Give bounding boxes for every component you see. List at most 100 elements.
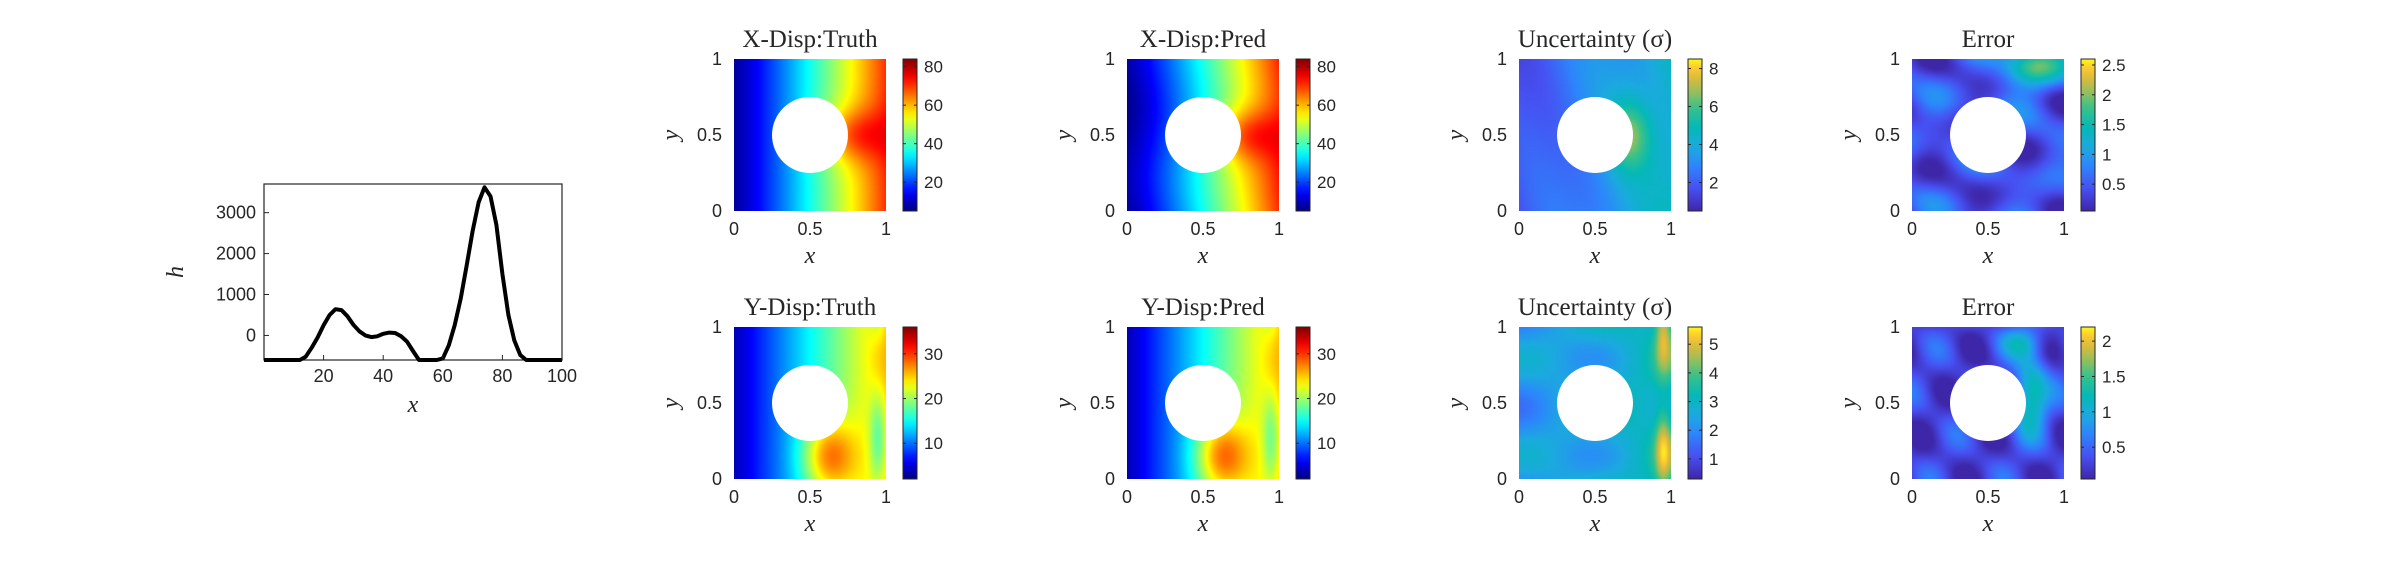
x-tick-label: 0 xyxy=(1907,487,1917,507)
heatmap-xdisp-error xyxy=(1912,59,2064,211)
colorbar-tick-label: 60 xyxy=(1317,96,1336,115)
y-tick-label: 1 xyxy=(1105,49,1115,69)
x-tick-label: 0.5 xyxy=(797,487,822,507)
y-axis-label: h xyxy=(163,266,189,278)
x-tick-label: 1 xyxy=(881,487,891,507)
x-tick-label: 40 xyxy=(373,366,393,386)
field-panel-ydisp-error: Error 0 0.5 1 0 0.5 1 x y 0.5 1 1.5 2 xyxy=(1836,294,2126,537)
x-tick-label: 1 xyxy=(1666,487,1676,507)
y-tick-label: 0 xyxy=(246,325,256,345)
y-tick-label: 0.5 xyxy=(1090,393,1115,413)
y-tick-label: 1 xyxy=(1890,49,1900,69)
y-axis-label: y xyxy=(1051,397,1077,410)
colorbar-xdisp-uncertainty xyxy=(1687,58,1703,212)
panel-title: X-Disp:Pred xyxy=(1140,26,1267,53)
x-tick-label: 0 xyxy=(729,487,739,507)
y-axis-label: y xyxy=(1836,397,1862,410)
x-axis-label: x xyxy=(1589,511,1601,537)
x-tick-label: 0.5 xyxy=(1190,487,1215,507)
y-tick-label: 0 xyxy=(1105,469,1115,489)
y-tick-label: 1 xyxy=(712,49,722,69)
heatmap-xdisp-pred xyxy=(1127,59,1279,211)
colorbar-tick-label: 5 xyxy=(1709,335,1718,354)
colorbar-tick-label: 4 xyxy=(1709,364,1718,383)
y-tick-label: 1 xyxy=(1497,317,1507,337)
y-tick-label: 0 xyxy=(712,201,722,221)
colorbar-tick-label: 4 xyxy=(1709,136,1718,155)
x-tick-label: 0 xyxy=(1122,219,1132,239)
colorbar-tick-label: 30 xyxy=(924,345,943,364)
colorbar-tick-label: 1 xyxy=(2102,145,2111,164)
colorbar-tick-label: 30 xyxy=(1317,345,1336,364)
field-panel-xdisp-error: Error 0 0.5 1 0 0.5 1 x y 0.5 1 1.5 2 2.5 xyxy=(1836,26,2126,269)
y-tick-label: 0.5 xyxy=(1090,125,1115,145)
panel-title: Uncertainty (σ) xyxy=(1518,26,1672,53)
colorbar-tick-label: 2 xyxy=(1709,421,1718,440)
colorbar-tick-label: 80 xyxy=(1317,58,1336,77)
panel-title: Error xyxy=(1962,26,2015,53)
x-axis-label: x xyxy=(1589,243,1601,269)
colorbar-tick-label: 2 xyxy=(2102,332,2111,351)
x-tick-label: 80 xyxy=(492,366,512,386)
colorbar-ydisp-pred xyxy=(1295,326,1311,480)
colorbar-tick-label: 1.5 xyxy=(2102,116,2126,135)
colorbar-tick-label: 1 xyxy=(2102,403,2111,422)
colorbar-ydisp-error xyxy=(2080,326,2096,480)
x-tick-label: 1 xyxy=(1666,219,1676,239)
heatmap-ydisp-uncertainty xyxy=(1519,327,1671,479)
x-tick-label: 0.5 xyxy=(1975,487,2000,507)
y-tick-label: 0.5 xyxy=(697,125,722,145)
colorbar-ydisp-truth xyxy=(902,326,918,480)
x-tick-label: 1 xyxy=(2059,487,2069,507)
colorbar-tick-label: 20 xyxy=(1317,390,1336,409)
y-tick-label: 1 xyxy=(1890,317,1900,337)
heatmap-ydisp-error xyxy=(1912,327,2064,479)
colorbar-tick-label: 40 xyxy=(924,135,943,154)
panel-title: X-Disp:Truth xyxy=(742,26,878,53)
colorbar-tick-label: 0.5 xyxy=(2102,438,2126,457)
x-tick-label: 1 xyxy=(1274,487,1284,507)
x-tick-label: 0 xyxy=(1907,219,1917,239)
x-axis-label: x xyxy=(1982,511,1994,537)
y-tick-label: 0 xyxy=(712,469,722,489)
colorbar-xdisp-truth xyxy=(902,58,918,212)
heatmap-xdisp-uncertainty xyxy=(1519,59,1671,211)
colorbar-tick-label: 10 xyxy=(924,434,943,453)
x-tick-label: 1 xyxy=(881,219,891,239)
y-tick-label: 1 xyxy=(712,317,722,337)
colorbar-tick-label: 10 xyxy=(1317,434,1336,453)
y-tick-label: 3000 xyxy=(216,203,256,223)
y-axis-label: y xyxy=(658,397,684,410)
y-tick-label: 0.5 xyxy=(1875,125,1900,145)
x-tick-label: 0.5 xyxy=(1582,219,1607,239)
y-tick-label: 0 xyxy=(1497,469,1507,489)
y-tick-label: 1 xyxy=(1105,317,1115,337)
x-tick-label: 0 xyxy=(1514,487,1524,507)
colorbar-tick-label: 80 xyxy=(924,58,943,77)
y-tick-label: 0 xyxy=(1105,201,1115,221)
field-panel-xdisp-uncertainty: Uncertainty (σ) 0 0.5 1 0 0.5 1 x y 2 4 6 8 xyxy=(1443,26,1718,269)
colorbar-tick-label: 20 xyxy=(1317,173,1336,192)
colorbar-tick-label: 1.5 xyxy=(2102,367,2126,386)
colorbar-tick-label: 20 xyxy=(924,390,943,409)
colorbar-tick-label: 3 xyxy=(1709,393,1718,412)
y-tick-label: 0 xyxy=(1890,201,1900,221)
colorbar-tick-label: 0.5 xyxy=(2102,175,2126,194)
x-tick-label: 0.5 xyxy=(797,219,822,239)
x-tick-label: 100 xyxy=(547,366,577,386)
colorbar-ydisp-uncertainty xyxy=(1687,326,1703,480)
colorbar-tick-label: 2 xyxy=(1709,174,1718,193)
x-axis-label: x xyxy=(1197,511,1209,537)
colorbar-tick-label: 2.5 xyxy=(2102,56,2126,75)
panel-title: Error xyxy=(1962,294,2015,321)
colorbar-tick-label: 40 xyxy=(1317,135,1336,154)
y-tick-label: 0 xyxy=(1497,201,1507,221)
colorbar-xdisp-pred xyxy=(1295,58,1311,212)
panel-title: Uncertainty (σ) xyxy=(1518,294,1672,321)
field-panel-xdisp-truth: X-Disp:Truth 0 0.5 1 0 0.5 1 x y 20 40 60 80 xyxy=(658,26,943,269)
heatmap-xdisp-truth xyxy=(734,59,886,211)
line-series xyxy=(264,185,562,362)
